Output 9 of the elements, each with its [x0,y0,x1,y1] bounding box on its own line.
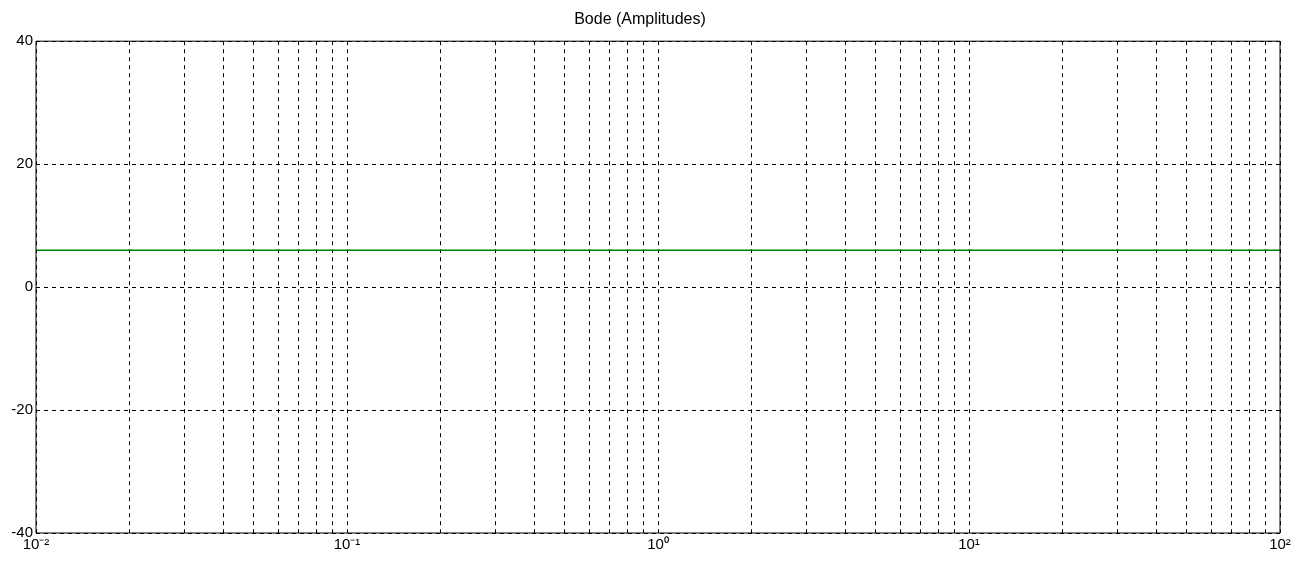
x-tick-label: 10⁻¹ [333,535,361,553]
x-tick-label: 10¹ [958,535,980,553]
chart-title: Bode (Amplitudes) [574,10,706,28]
y-tick-label: 20 [16,154,33,172]
x-tick-label: 10² [1269,535,1291,553]
y-tick-label: 0 [24,277,33,295]
y-tick-label: -20 [11,400,33,418]
y-tick-label: 40 [16,31,33,49]
x-tick-label: 10⁰ [647,535,669,553]
